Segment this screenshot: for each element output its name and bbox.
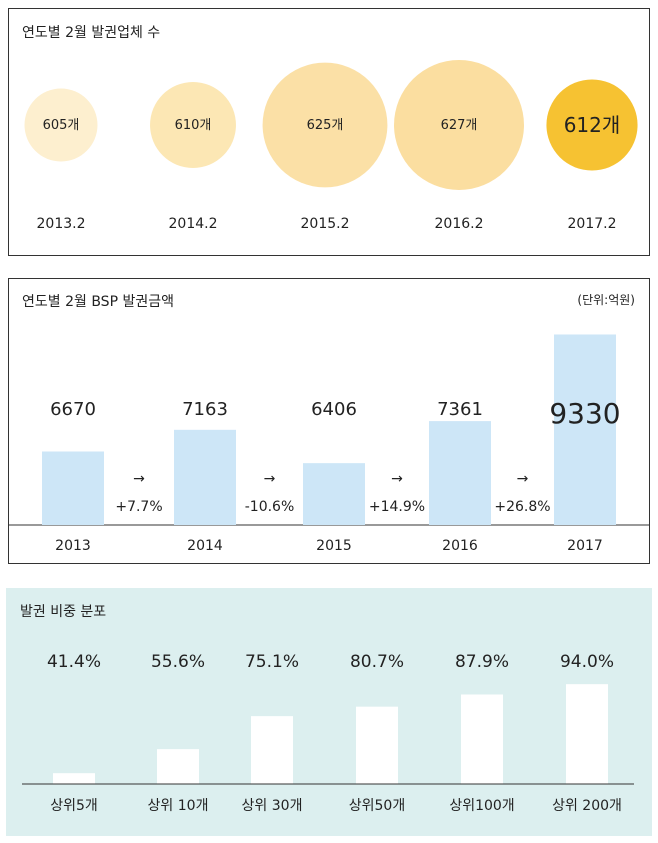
share-value-label: 55.6% — [151, 652, 205, 672]
share-distribution-panel: 발권 비중 분포 41.4% 상위5개 55.6% 상위 10개 75.1% 상위 30개… — [6, 588, 652, 836]
bsp-value-label: 6406 — [311, 399, 357, 420]
bubble-2014.2 — [150, 82, 236, 168]
bubble-value-label: 612개 — [564, 113, 621, 137]
bsp-year-label: 2017 — [567, 538, 603, 554]
bsp-amount-title: 연도별 2월 BSP 발권금액 — [22, 294, 174, 310]
share-bar-상위 200개 — [566, 684, 608, 784]
bsp-bar-2015 — [303, 463, 365, 525]
bubble-category-label: 2015.2 — [301, 216, 350, 232]
share-category-label: 상위 200개 — [552, 798, 622, 814]
bsp-value-label: 6670 — [50, 399, 96, 420]
bsp-value-label: 7163 — [182, 399, 228, 420]
share-category-label: 상위100개 — [449, 798, 514, 814]
bubble-category-label: 2014.2 — [169, 216, 218, 232]
bubble-2015.2 — [262, 62, 388, 188]
share-category-label: 상위50개 — [349, 798, 405, 814]
share-category-label: 상위 30개 — [242, 798, 303, 814]
issuer-count-title: 연도별 2월 발권업체 수 — [22, 25, 161, 41]
bsp-year-label: 2013 — [55, 538, 91, 554]
bsp-year-label: 2014 — [187, 538, 223, 554]
growth-arrow-icon: → — [264, 471, 276, 487]
bubble-2013.2 — [24, 88, 98, 162]
bsp-value-label: 9330 — [549, 397, 620, 430]
share-bar-상위 10개 — [157, 749, 199, 784]
share-bar-상위 30개 — [251, 716, 293, 784]
bubble-category-label: 2016.2 — [435, 216, 484, 232]
bsp-amount-panel: 연도별 2월 BSP 발권금액 (단위:억원) 6670 2013 7163 2014… — [8, 278, 650, 564]
share-bar-상위100개 — [461, 694, 503, 784]
bsp-amount-unit-note: (단위:억원) — [577, 293, 635, 307]
share-bar-상위50개 — [356, 706, 398, 784]
share-category-label: 상위 10개 — [148, 798, 209, 814]
bubble-value-label: 605개 — [43, 118, 80, 133]
bubble-value-label: 610개 — [175, 118, 212, 133]
bsp-bar-2016 — [429, 421, 491, 525]
bubble-2017.2 — [546, 79, 638, 171]
growth-rate-label: +7.7% — [115, 499, 162, 515]
share-category-label: 상위5개 — [50, 798, 98, 814]
share-value-label: 94.0% — [560, 652, 614, 672]
share-value-label: 80.7% — [350, 652, 404, 672]
growth-rate-label: -10.6% — [245, 499, 295, 515]
issuer-count-panel: 연도별 2월 발권업체 수 605개 2013.2 610개 2014.2 625개 20… — [8, 8, 650, 256]
bubble-value-label: 625개 — [307, 118, 344, 133]
growth-arrow-icon: → — [133, 471, 145, 487]
share-value-label: 87.9% — [455, 652, 509, 672]
bubble-category-label: 2013.2 — [37, 216, 86, 232]
bubble-2016.2 — [394, 60, 524, 190]
bsp-year-label: 2015 — [316, 538, 352, 554]
bubble-value-label: 627개 — [441, 118, 478, 133]
growth-rate-label: +26.8% — [494, 499, 550, 515]
bsp-value-label: 7361 — [437, 399, 483, 420]
bsp-year-label: 2016 — [442, 538, 478, 554]
growth-arrow-icon: → — [391, 471, 403, 487]
share-value-label: 75.1% — [245, 652, 299, 672]
bsp-bar-2013 — [42, 451, 104, 525]
share-bar-상위5개 — [53, 773, 95, 784]
bsp-bar-2017 — [554, 334, 616, 525]
growth-arrow-icon: → — [517, 471, 529, 487]
bsp-bar-2014 — [174, 429, 236, 525]
bsp-amount-chart: 6670 2013 7163 2014 6406 2015 7361 2016 9330 2017… — [9, 334, 649, 554]
share-distribution-chart: 41.4% 상위5개 55.6% 상위 10개 75.1% 상위 30개 80.7% 상위50… — [22, 652, 634, 814]
growth-rate-label: +14.9% — [369, 499, 425, 515]
share-distribution-title: 발권 비중 분포 — [20, 604, 107, 620]
issuer-count-chart: 605개 2013.2 610개 2014.2 625개 2015.2 627개 2016.2… — [24, 60, 638, 232]
bubble-category-label: 2017.2 — [568, 216, 617, 232]
share-value-label: 41.4% — [47, 652, 101, 672]
